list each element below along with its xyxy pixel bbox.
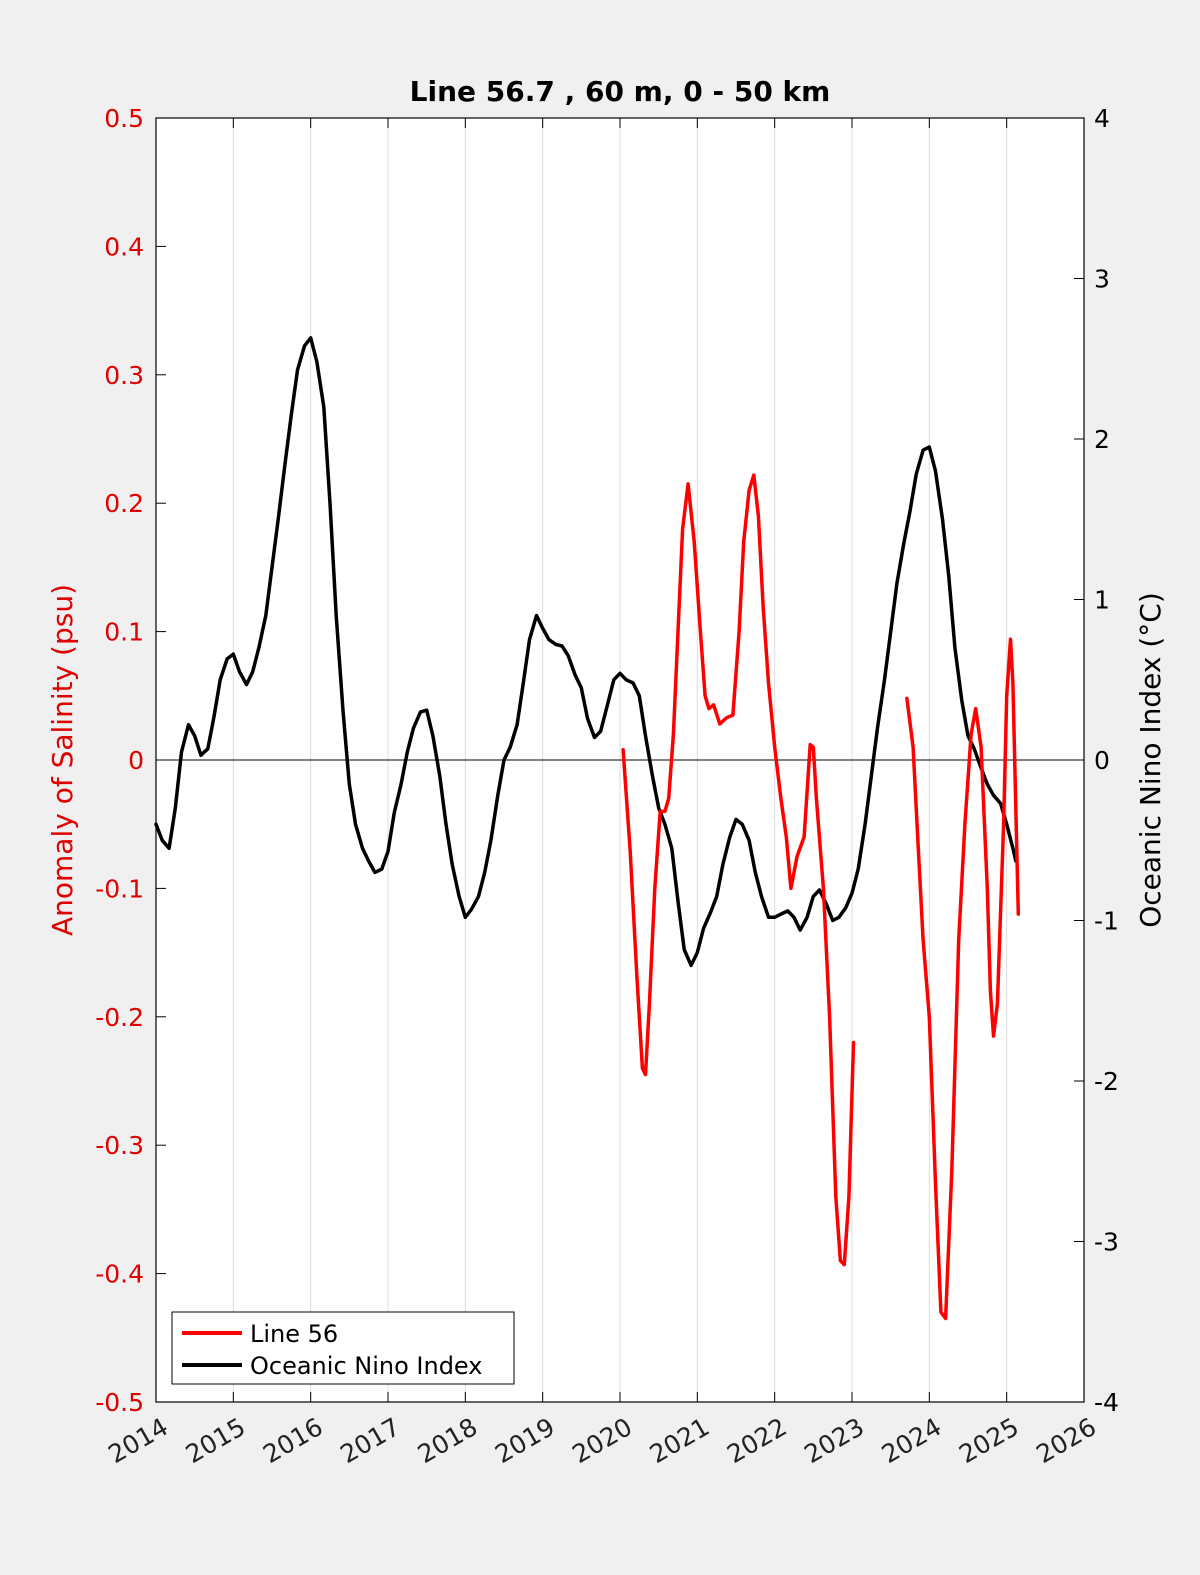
series-line-line-56-segment-2 — [905, 637, 1021, 1321]
x-tick-label: 2019 — [490, 1412, 560, 1469]
x-tick-label: 2022 — [722, 1412, 792, 1469]
x-tick-label: 2014 — [103, 1412, 173, 1469]
chart-title: Line 56.7 , 60 m, 0 - 50 km — [410, 75, 831, 108]
y-axis-label-left: Anomaly of Salinity (psu) — [46, 584, 79, 936]
y-left-tick-label: 0.4 — [104, 232, 144, 261]
x-tick-label: 2021 — [645, 1412, 715, 1469]
x-tick-label: 2026 — [1031, 1412, 1101, 1469]
y-left-tick-label: -0.4 — [95, 1260, 144, 1289]
y-left-tick-label: 0.5 — [104, 104, 144, 133]
series-line-oceanic-nino-index — [154, 336, 1018, 968]
y-right-tick-label: -3 — [1094, 1228, 1119, 1257]
y-left-tick-label: 0.2 — [104, 489, 144, 518]
y-right-tick-label: 4 — [1094, 104, 1110, 133]
x-tick-label: 2020 — [567, 1412, 637, 1469]
series-layer — [154, 336, 1021, 1321]
legend-box — [171, 1311, 515, 1385]
x-tick-label: 2018 — [413, 1412, 483, 1469]
y-right-tick-label: 1 — [1094, 586, 1110, 615]
legend: Line 56 Oceanic Nino Index — [171, 1311, 515, 1385]
x-tick-label: 2015 — [181, 1412, 251, 1469]
y-left-tick-label: -0.1 — [95, 874, 144, 903]
y-left-tick-label: -0.5 — [95, 1388, 144, 1417]
x-tick-label: 2023 — [799, 1412, 869, 1469]
legend-label-oni: Oceanic Nino Index — [250, 1352, 482, 1380]
x-tick-label: 2017 — [335, 1412, 405, 1469]
y-left-tick-label: 0.1 — [104, 618, 144, 647]
x-tick-label: 2016 — [258, 1412, 328, 1469]
y-left-tick-label: 0 — [128, 746, 144, 775]
legend-label-line-56: Line 56 — [250, 1320, 338, 1348]
x-tick-label: 2024 — [877, 1412, 947, 1469]
y-left-tick-label: -0.2 — [95, 1003, 144, 1032]
y-right-tick-label: 3 — [1094, 265, 1110, 294]
y-left-tick-label: -0.3 — [95, 1131, 144, 1160]
y-axis-label-right: Oceanic Nino Index (°C) — [1134, 592, 1167, 928]
series-line-line-56-segment-1 — [621, 473, 856, 1267]
y-right-tick-label: 0 — [1094, 746, 1110, 775]
y-right-tick-label: -1 — [1094, 907, 1119, 936]
y-right-tick-label: -4 — [1094, 1388, 1119, 1417]
y-right-tick-label: -2 — [1094, 1067, 1119, 1096]
y-left-tick-label: 0.3 — [104, 361, 144, 390]
x-tick-label: 2025 — [954, 1412, 1024, 1469]
y-right-tick-label: 2 — [1094, 425, 1110, 454]
